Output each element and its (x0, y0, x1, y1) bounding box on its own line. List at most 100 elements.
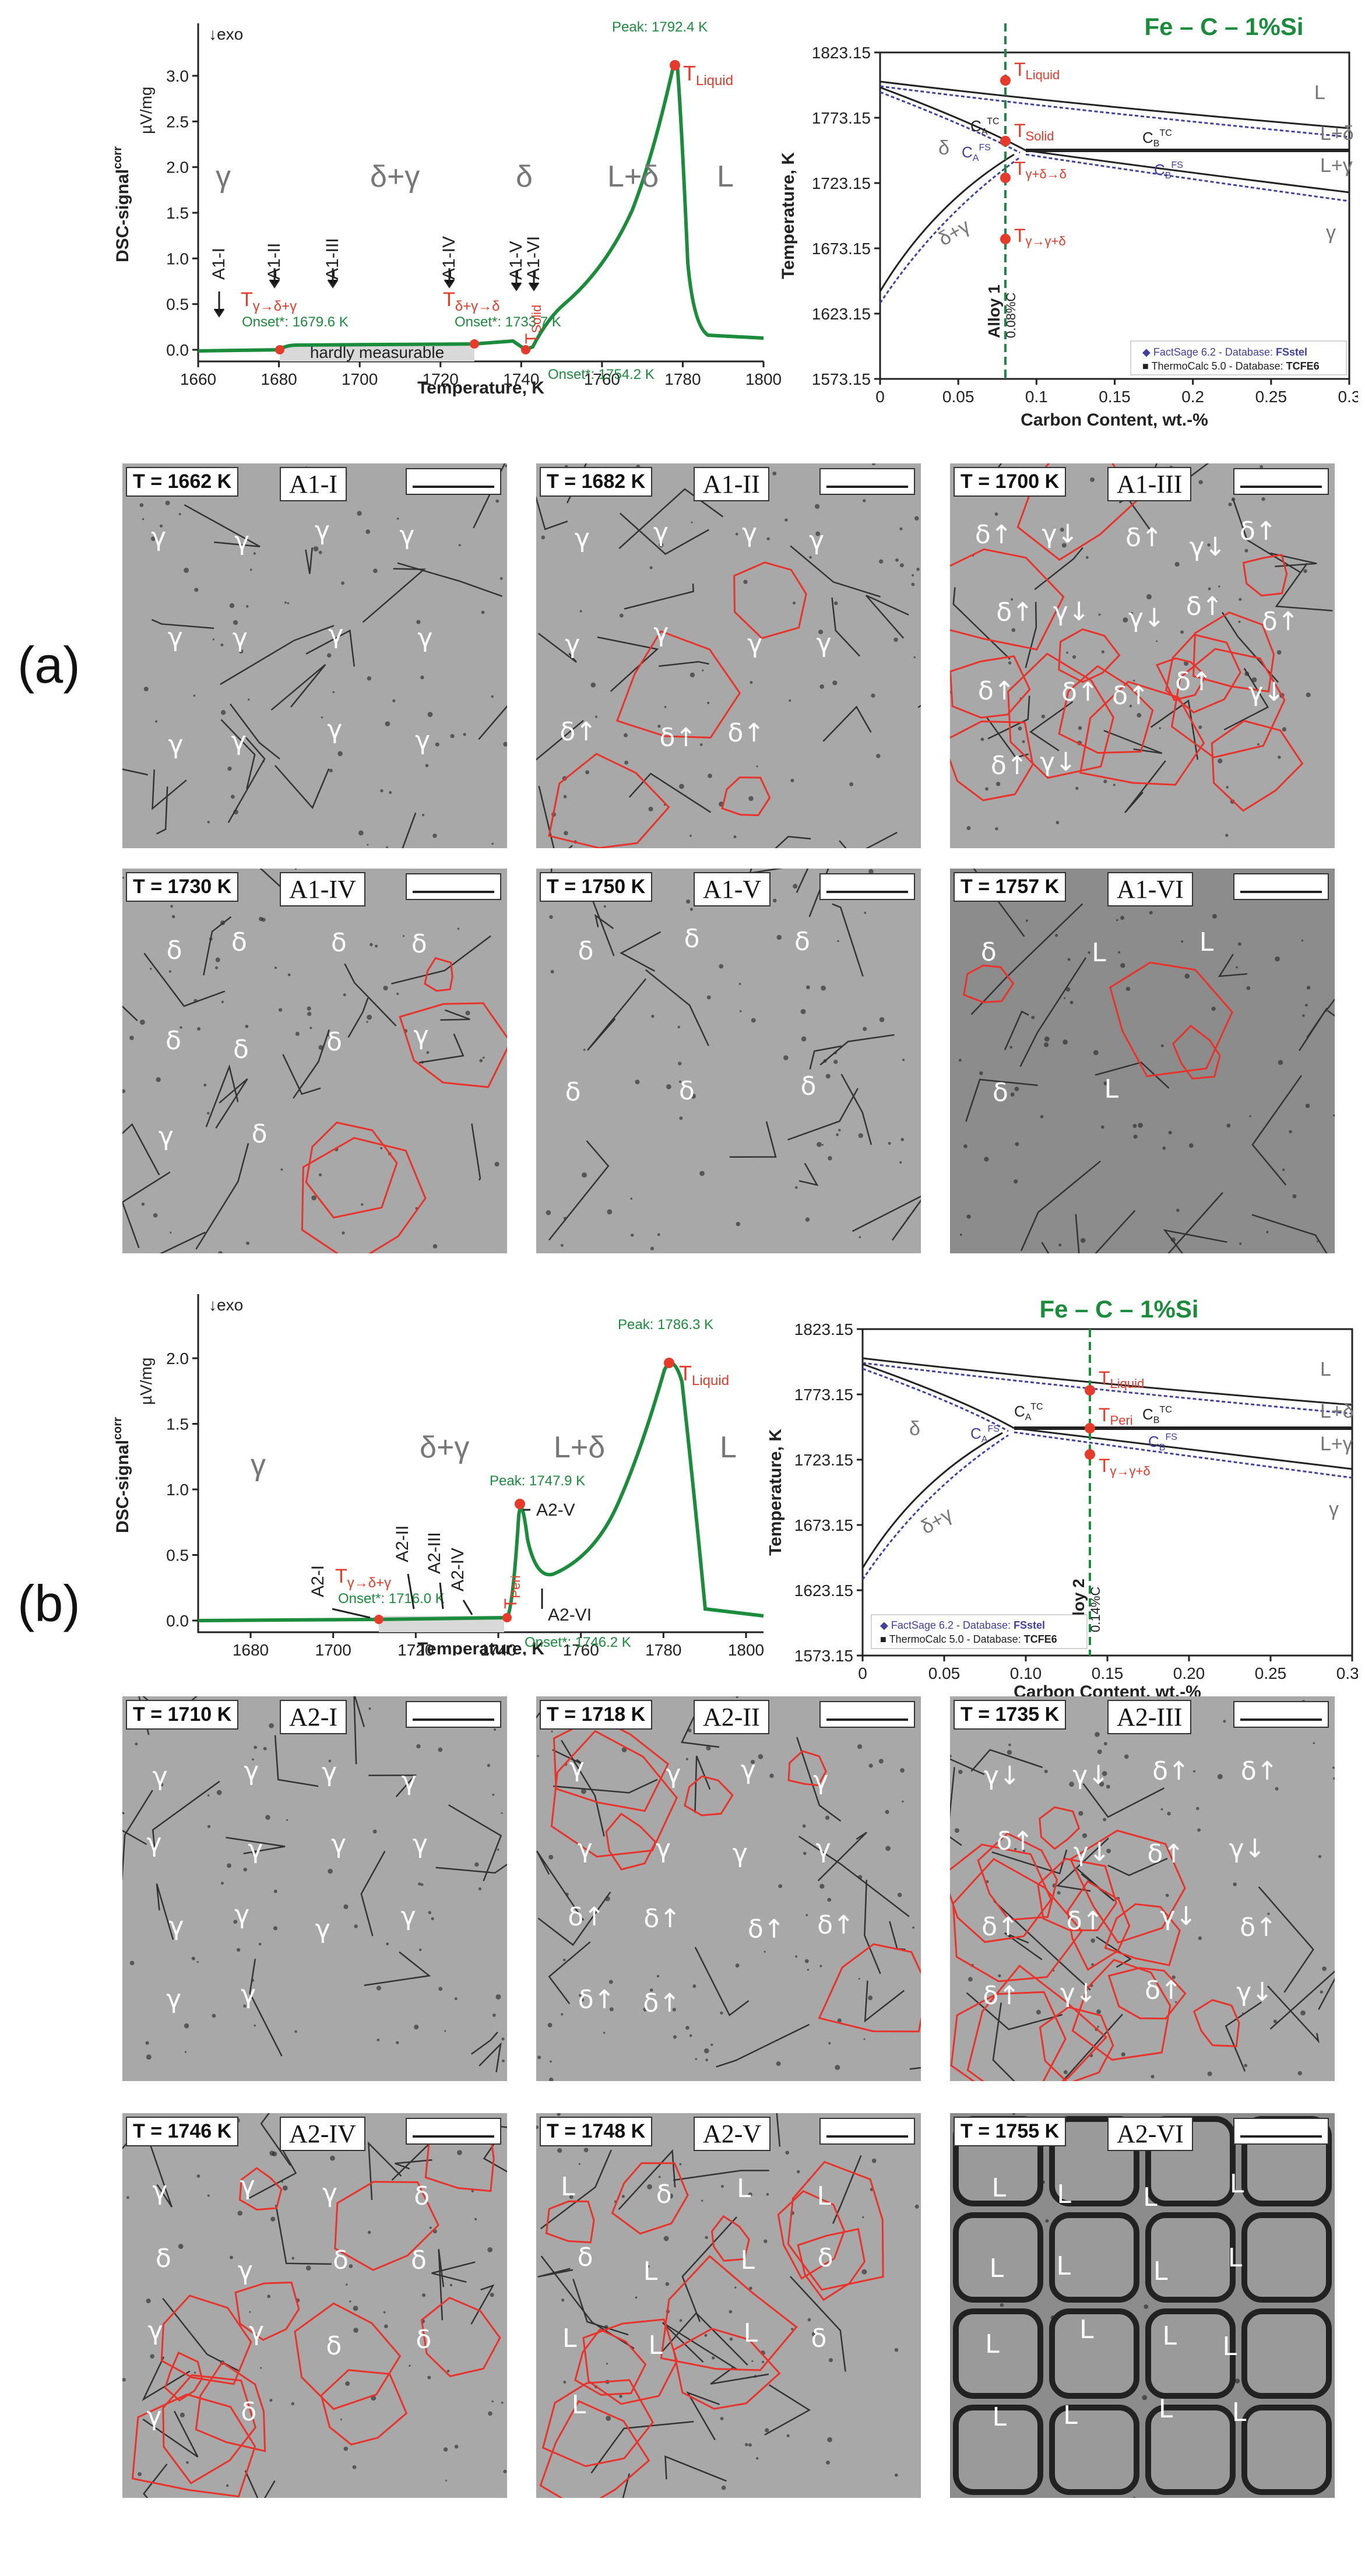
phase-label: δ (251, 1119, 268, 1150)
dsc-a-onset2: Onset*: 1733.7 K (455, 314, 561, 330)
phase-label: δ↑ (1147, 1839, 1185, 1869)
phase-label: δ↑ (817, 1910, 854, 1940)
phase-label: δ↑ (975, 520, 1012, 550)
phase-label: L (1143, 2182, 1158, 2212)
dsc-chart-a: 1660 1680 1700 1720 1740 1760 1780 1800 0.0 0.5 1… (111, 19, 781, 396)
phase-label: L (643, 2256, 658, 2286)
y-tick-label: 1823.15 (794, 1320, 853, 1338)
phase-label: δ↑ (578, 1984, 615, 2015)
micrograph-id-box: A2-IV (280, 2117, 365, 2151)
phase-label: γ (158, 1122, 174, 1152)
svg-text:δ: δ (938, 137, 949, 159)
phase-label: γ (330, 1829, 347, 1859)
y-tick-label: 0.5 (166, 296, 189, 314)
y-tick-label: 1.0 (166, 249, 189, 268)
dsc-b-tliquid: TLiquid (679, 1361, 729, 1389)
phase-a-x-ticks: 0 0.05 0.1 0.15 0.2 0.25 0.3 (875, 379, 1358, 406)
phase-a-ylabel: Temperature, K (781, 152, 798, 279)
svg-text:■ ThermoCalc 5.0 - Database: T: ■ ThermoCalc 5.0 - Database: TCFE6 (1142, 360, 1320, 372)
phase-label: γ (248, 1835, 263, 1865)
svg-text:γ: γ (216, 160, 231, 194)
micrograph-id-box: A2-II (694, 1700, 769, 1734)
exo-label-b: ↓exo (209, 1296, 243, 1314)
phase-label: γ↓ (1073, 1837, 1110, 1867)
phase-label: δ (578, 936, 594, 966)
micrograph-id-box: A2-III (1107, 1700, 1192, 1734)
x-tick-label: 0.2 (1181, 388, 1204, 406)
phase-label: γ (234, 1900, 250, 1930)
scale-bar (819, 468, 915, 495)
phase-label: δ (992, 1077, 1008, 1108)
scale-bar (406, 2118, 501, 2145)
dsc-a-curve (198, 61, 764, 353)
svg-text:γ: γ (251, 1448, 266, 1482)
scale-bar (406, 468, 501, 495)
y-tick-label: 0.0 (166, 341, 189, 359)
phase-a-tsolid: TSolid (1014, 120, 1054, 143)
phase-label: γ (167, 622, 183, 652)
phase-label: δ (241, 2397, 257, 2427)
dsc-a-markers (275, 60, 680, 354)
phase-b-points (1085, 1385, 1095, 1460)
svg-text:◆ FactSage 6.2 - Database: FSs: ◆ FactSage 6.2 - Database: FSstel (1142, 346, 1307, 358)
phase-label: γ (413, 1021, 429, 1051)
y-tick-label: 1573.15 (794, 1647, 853, 1665)
y-tick-label: 1573.15 (812, 370, 871, 388)
panel-label-b: (b) (17, 1575, 80, 1632)
micrograph-id-box: A2-V (694, 2117, 771, 2151)
phase-label: δ↑ (1066, 1906, 1104, 1936)
y-tick-label: 1773.15 (812, 109, 871, 127)
phase-label: γ (742, 518, 758, 549)
phase-label: γ (315, 1914, 330, 1944)
phase-label: γ (151, 522, 167, 552)
dsc-b-t2: TPeri (501, 1576, 523, 1609)
x-tick-label: 1780 (664, 370, 701, 388)
x-tick-label: 0.15 (1092, 1664, 1124, 1682)
scale-bar (1233, 468, 1329, 495)
phase-label: γ (747, 629, 763, 659)
micrograph-a1-ii: γ γ γ γ γ γ γ γ δ↑ δ↑ δ↑ T = 1682 K A1-II (536, 463, 921, 848)
y-tick-label: 1623.15 (812, 305, 871, 323)
phase-a-alloy: Alloy 1 (985, 284, 1003, 338)
scale-bar (819, 2118, 915, 2145)
x-tick-label: 1740 (503, 370, 539, 388)
phase-b-th: Tγ→γ+δ (1099, 1455, 1151, 1478)
micrograph-id-box: A2-I (280, 1700, 347, 1734)
y-tick-label: 0.5 (166, 1547, 189, 1565)
x-tick-label: 1720 (397, 1641, 434, 1656)
dsc-b-xlabel: Temperature, K (417, 1639, 544, 1656)
phase-label: γ (146, 1828, 162, 1858)
phase-label: L (985, 2329, 1000, 2360)
phase-label: δ↑ (983, 1980, 1021, 2011)
svg-text:A1-I: A1-I (209, 248, 228, 280)
phase-label: δ (326, 2331, 342, 2361)
phase-b-cb-tc: CBTC (1142, 1405, 1172, 1425)
phase-label: γ (813, 1765, 829, 1795)
phase-a-ca-fs: CAFS (962, 143, 991, 163)
phase-label: δ↑ (560, 716, 597, 747)
micrograph-a2-iv: γ γ γ δ δ γ δ δ γ γ δ δ γ δ T = 1746 K A2-IV (122, 2113, 507, 2498)
x-tick-label: 1780 (645, 1641, 681, 1656)
phase-label: δ↑ (727, 718, 765, 748)
phase-label: L (648, 2330, 663, 2360)
phase-label: δ (684, 924, 700, 954)
dsc-a-arrow-lines (213, 268, 540, 318)
dsc-a-y-ticks: 0.0 0.5 1.0 1.5 2.0 2.5 3.0 (166, 67, 198, 359)
phase-b-title: Fe – C – 1%Si (1039, 1295, 1198, 1323)
temperature-box: T = 1730 K (126, 872, 239, 902)
dsc-b-regions: γ δ+γ L+δ L (251, 1431, 737, 1482)
temperature-box: T = 1750 K (540, 872, 653, 902)
dsc-b-y-ticks: 0.0 0.5 1.0 1.5 2.0 (166, 1349, 198, 1630)
phase-b-ca-fs: CAFS (970, 1424, 1000, 1445)
temperature-box: T = 1748 K (540, 2117, 653, 2146)
phase-label: δ↑ (990, 751, 1028, 781)
scale-bar (1233, 1701, 1329, 1728)
x-tick-label: 1700 (315, 1641, 351, 1656)
phase-label: δ↑ (1261, 606, 1299, 637)
phase-label: L (989, 2253, 1004, 2283)
phase-label: L (1232, 2398, 1247, 2428)
phase-label: γ (152, 1761, 168, 1791)
phase-label: L (1092, 938, 1106, 968)
